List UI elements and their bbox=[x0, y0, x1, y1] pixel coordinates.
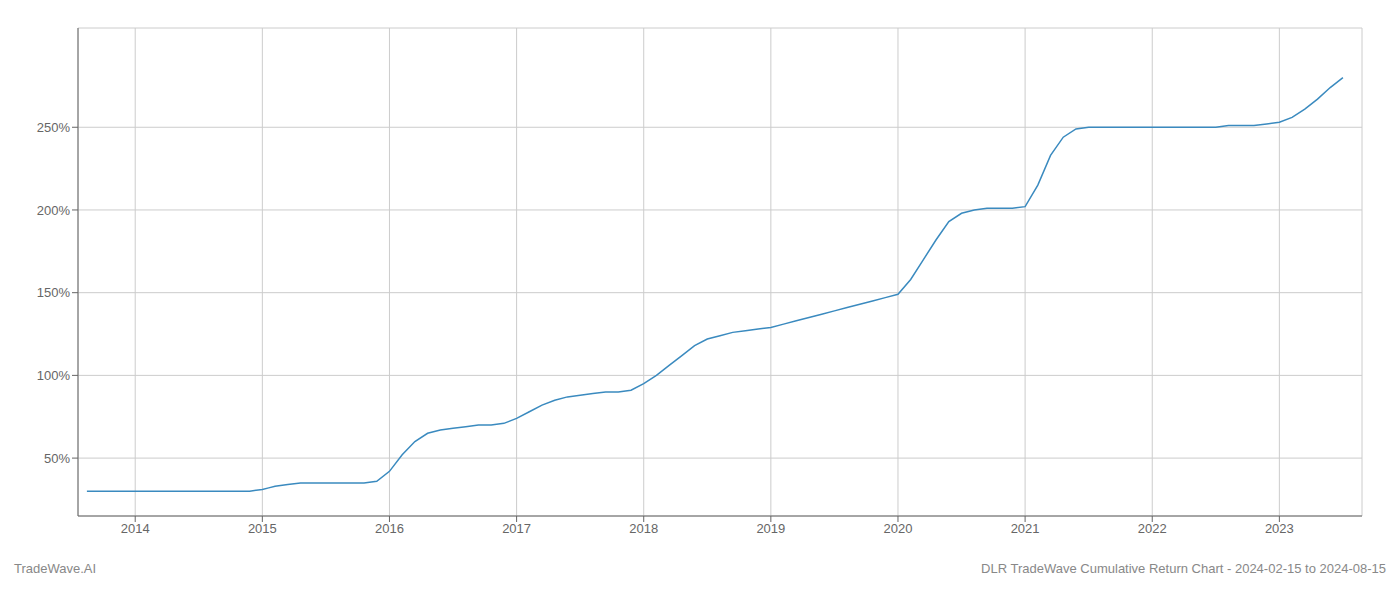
svg-text:2020: 2020 bbox=[884, 521, 913, 536]
svg-text:2014: 2014 bbox=[121, 521, 150, 536]
svg-text:200%: 200% bbox=[37, 203, 71, 218]
svg-text:2018: 2018 bbox=[629, 521, 658, 536]
svg-text:2021: 2021 bbox=[1011, 521, 1040, 536]
svg-text:2016: 2016 bbox=[375, 521, 404, 536]
svg-text:2015: 2015 bbox=[248, 521, 277, 536]
svg-text:2022: 2022 bbox=[1138, 521, 1167, 536]
svg-text:250%: 250% bbox=[37, 120, 71, 135]
svg-text:100%: 100% bbox=[37, 368, 71, 383]
html-text:TradeWave.AI: TradeWave.AI bbox=[14, 560, 97, 576]
svg-text:150%: 150% bbox=[37, 285, 71, 300]
html-text:DLR TradeWave Cumulative Retur: DLR TradeWave Cumulative Return Chart - … bbox=[981, 560, 1386, 576]
svg-text:2017: 2017 bbox=[502, 521, 531, 536]
svg-text:2023: 2023 bbox=[1265, 521, 1294, 536]
svg-text:50%: 50% bbox=[44, 451, 70, 466]
svg-text:2019: 2019 bbox=[756, 521, 785, 536]
